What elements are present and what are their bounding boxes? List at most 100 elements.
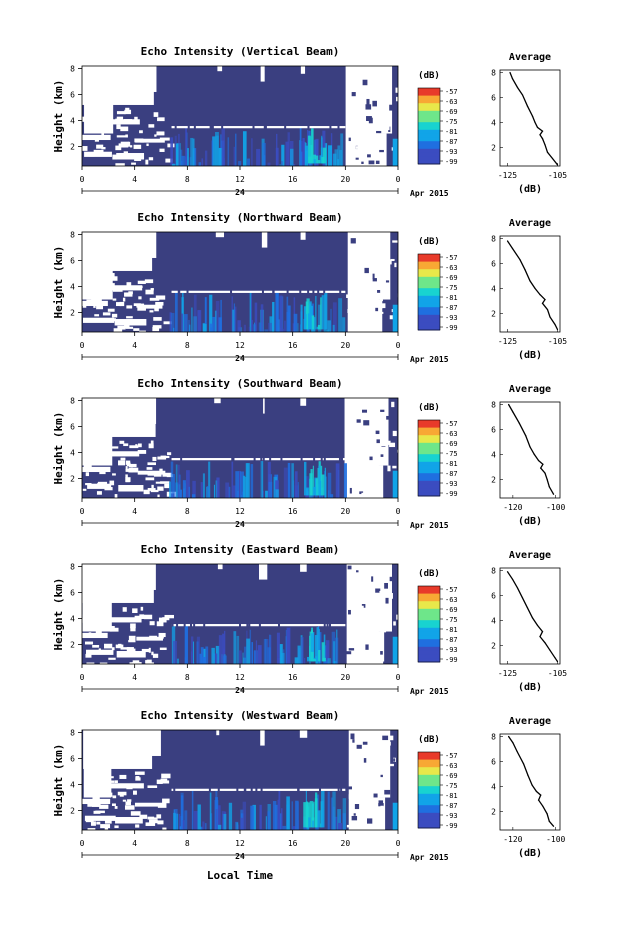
no-data-speckle <box>164 614 174 619</box>
no-data-speckle <box>122 799 127 802</box>
no-data-speckle <box>362 741 368 745</box>
echo-column <box>279 813 283 830</box>
no-data-region <box>300 66 306 74</box>
profile-title: Average <box>509 384 551 395</box>
no-data-speckle <box>126 786 133 790</box>
no-data-speckle <box>385 124 390 131</box>
profile-point <box>554 323 556 326</box>
no-data-region <box>82 798 111 805</box>
layer-gap <box>300 457 303 461</box>
echo-column <box>265 816 267 830</box>
echo-column <box>242 801 247 830</box>
echo-column <box>228 486 231 498</box>
no-data-speckle <box>348 137 351 142</box>
echo-column <box>250 464 254 498</box>
no-data-speckle <box>394 301 398 307</box>
echo-column <box>169 312 172 332</box>
no-data-speckle <box>396 614 398 620</box>
colorbar-segment <box>418 261 440 266</box>
no-data-speckle <box>349 311 356 315</box>
no-data-speckle <box>393 621 396 626</box>
no-data-speckle <box>92 803 101 807</box>
profile-point <box>506 571 509 573</box>
profile-point <box>546 308 549 311</box>
echo-column <box>254 302 258 332</box>
profile-point <box>534 287 536 289</box>
no-data-speckle <box>112 298 117 301</box>
no-data-speckle <box>353 614 359 618</box>
no-data-region <box>82 466 111 473</box>
no-data-region <box>84 815 116 821</box>
no-data-speckle <box>396 96 398 102</box>
chart-title: Echo Intensity (Northward Beam) <box>137 211 342 224</box>
echo-column <box>255 640 258 664</box>
colorbar-unit: (dB) <box>418 237 440 247</box>
profile-point <box>544 144 546 146</box>
layer-gap <box>337 788 340 792</box>
echo-column <box>175 464 178 498</box>
colorbar-segment <box>418 771 440 776</box>
profile-point <box>548 486 550 488</box>
echo-column <box>250 805 255 830</box>
no-data-speckle <box>361 407 367 410</box>
echo-column <box>318 304 322 332</box>
no-data-speckle <box>139 130 143 134</box>
no-data-speckle <box>157 456 166 460</box>
colorbar-segment <box>418 95 440 100</box>
no-data-speckle <box>356 570 359 573</box>
echo-core <box>315 295 317 330</box>
no-data-speckle <box>85 483 92 486</box>
no-data-speckle <box>389 315 396 320</box>
no-data-speckle <box>112 795 117 799</box>
no-data-speckle <box>379 311 384 314</box>
colorbar-segment <box>418 480 440 486</box>
y-axis-label: Height (km) <box>52 80 65 153</box>
echo-column <box>275 147 279 166</box>
colorbar-segment <box>418 103 440 108</box>
no-data-speckle <box>389 104 394 111</box>
no-data-speckle <box>374 155 379 161</box>
no-data-region <box>135 138 165 143</box>
profile-point <box>516 750 518 753</box>
no-data-speckle <box>380 610 383 613</box>
no-data-speckle <box>119 794 124 797</box>
colorbar-segment <box>418 295 440 301</box>
no-data-region <box>82 448 103 454</box>
echo-column <box>274 804 278 830</box>
no-data-speckle <box>134 615 140 620</box>
colorbar-tick-label: -69 <box>445 274 458 282</box>
no-data-speckle <box>126 305 133 309</box>
x-tick-label: 12 <box>235 507 245 516</box>
colorbar-tick-label: -63 <box>445 430 458 438</box>
no-data-speckle <box>125 326 134 329</box>
echo-column <box>185 127 187 166</box>
no-data-speckle <box>134 116 138 122</box>
echo-column <box>299 128 302 166</box>
colorbar-segment <box>418 658 440 663</box>
echo-column <box>253 650 258 664</box>
colorbar-tick-label: -93 <box>445 480 458 488</box>
profile-y-tick-label: 6 <box>491 757 496 766</box>
no-data-speckle <box>125 134 128 138</box>
no-data-region <box>110 564 156 590</box>
echo-column <box>236 635 240 664</box>
no-data-speckle <box>152 456 157 462</box>
echo-column <box>261 828 265 830</box>
no-data-speckle <box>123 151 129 154</box>
no-data-speckle <box>380 409 385 412</box>
no-data-speckle <box>103 610 107 613</box>
profile-point <box>535 790 538 792</box>
profile-point <box>541 137 544 140</box>
no-data-speckle <box>100 824 111 829</box>
colorbar-segment <box>418 767 440 772</box>
no-data-speckle <box>364 267 369 274</box>
no-data-speckle <box>131 162 136 165</box>
echo-column <box>294 471 298 498</box>
echo-column <box>334 637 339 664</box>
echo-column <box>260 460 262 498</box>
echo-core <box>312 820 314 828</box>
echo-column <box>192 148 197 166</box>
layer-gap <box>232 457 235 461</box>
echo-column <box>286 627 291 664</box>
colorbar-segment <box>418 148 440 154</box>
